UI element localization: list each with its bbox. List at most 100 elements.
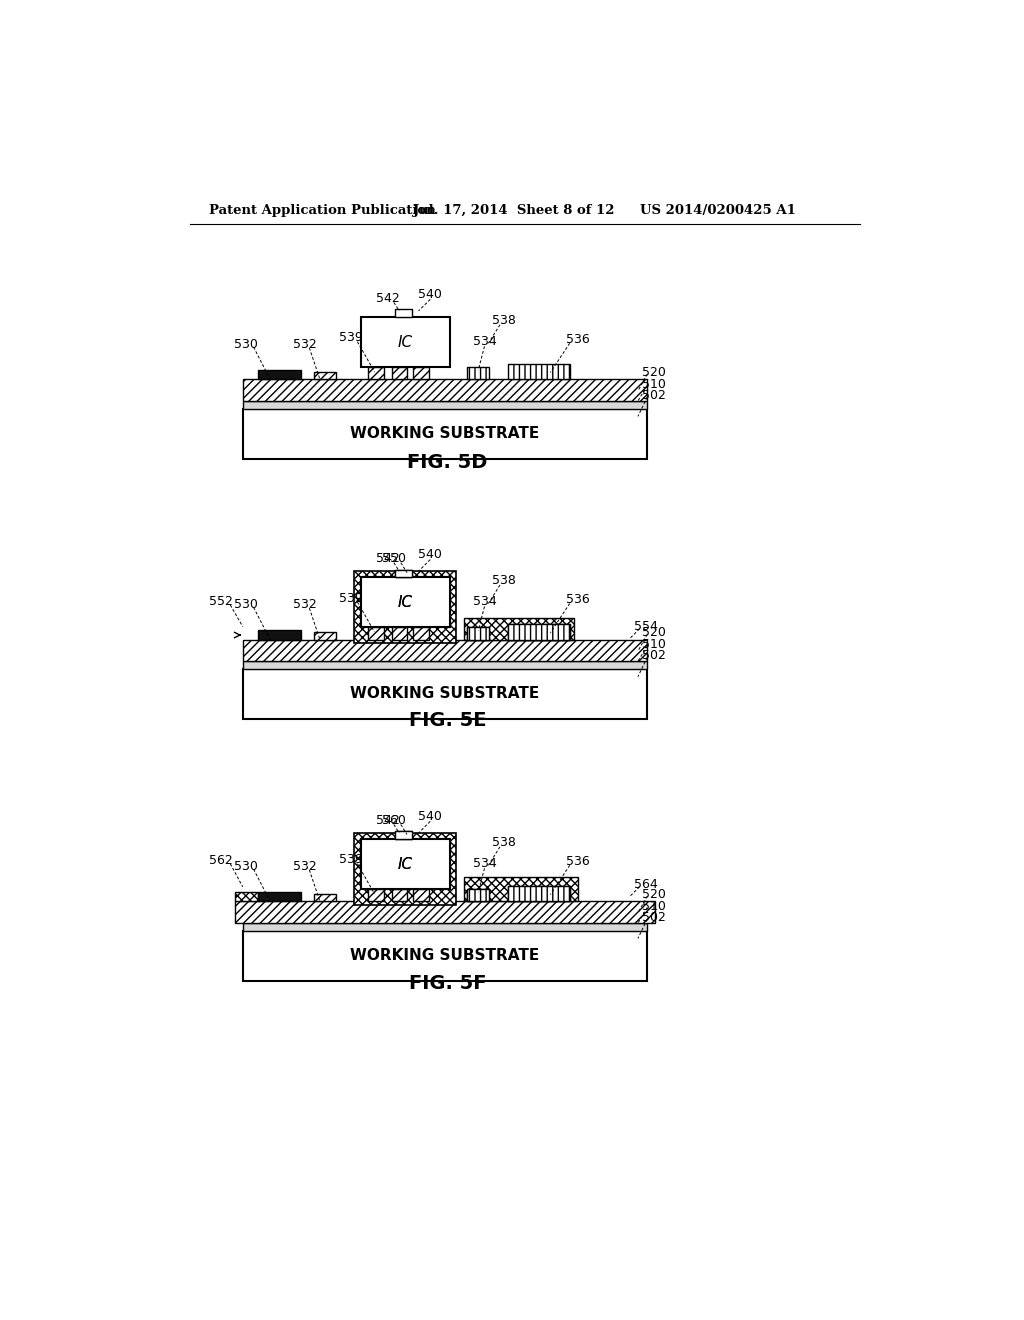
Bar xyxy=(414,367,429,379)
Bar xyxy=(467,627,489,640)
Bar xyxy=(243,379,647,401)
Text: 542: 542 xyxy=(376,292,399,305)
Text: 554: 554 xyxy=(634,620,657,634)
Text: 538: 538 xyxy=(492,314,516,326)
Bar xyxy=(314,894,336,902)
Text: Patent Application Publication: Patent Application Publication xyxy=(209,205,436,218)
Bar xyxy=(414,627,429,640)
Bar xyxy=(258,631,301,640)
Bar xyxy=(508,364,569,379)
Text: 510: 510 xyxy=(641,638,666,651)
Bar xyxy=(258,370,301,379)
Text: 538: 538 xyxy=(492,836,516,849)
Bar xyxy=(395,570,413,577)
Bar xyxy=(243,931,647,981)
Bar xyxy=(354,572,456,643)
Bar xyxy=(395,309,413,317)
Bar xyxy=(395,570,413,577)
Text: FIG. 5E: FIG. 5E xyxy=(409,711,486,730)
Bar xyxy=(360,840,450,890)
Text: 534: 534 xyxy=(473,335,497,348)
Bar xyxy=(243,409,647,459)
Text: 540: 540 xyxy=(419,810,442,824)
Text: 520: 520 xyxy=(641,888,666,902)
Text: WORKING SUBSTRATE: WORKING SUBSTRATE xyxy=(350,686,540,701)
Text: 534: 534 xyxy=(473,595,497,609)
Bar xyxy=(234,902,655,923)
Bar xyxy=(464,876,578,902)
Bar xyxy=(391,627,407,640)
Bar xyxy=(314,372,336,379)
Bar xyxy=(369,890,384,902)
Text: FIG. 5F: FIG. 5F xyxy=(409,974,486,994)
Text: 502: 502 xyxy=(641,911,666,924)
Bar xyxy=(467,627,489,640)
Text: 542: 542 xyxy=(376,814,399,828)
Text: US 2014/0200425 A1: US 2014/0200425 A1 xyxy=(640,205,796,218)
Bar xyxy=(508,624,569,640)
Text: 534: 534 xyxy=(473,857,497,870)
Bar xyxy=(467,890,489,902)
Text: 502: 502 xyxy=(641,649,666,663)
Text: 536: 536 xyxy=(565,593,590,606)
Bar xyxy=(243,401,647,409)
Bar xyxy=(258,892,301,902)
Text: 538: 538 xyxy=(492,574,516,587)
Bar xyxy=(391,367,407,379)
Text: 532: 532 xyxy=(293,861,316,874)
Text: 540: 540 xyxy=(419,548,442,561)
Bar xyxy=(391,890,407,902)
Bar xyxy=(360,317,450,367)
Text: IC: IC xyxy=(397,595,413,610)
Text: WORKING SUBSTRATE: WORKING SUBSTRATE xyxy=(350,948,540,964)
Text: Jul. 17, 2014  Sheet 8 of 12: Jul. 17, 2014 Sheet 8 of 12 xyxy=(414,205,614,218)
Bar xyxy=(314,632,336,640)
Text: IC: IC xyxy=(397,334,413,350)
Bar xyxy=(243,669,647,719)
Text: IC: IC xyxy=(397,595,413,610)
Bar xyxy=(395,832,413,840)
Bar xyxy=(243,661,647,669)
Bar xyxy=(467,890,489,902)
Bar xyxy=(369,627,384,640)
Text: 562: 562 xyxy=(209,854,232,867)
Bar xyxy=(234,892,258,902)
Text: IC: IC xyxy=(397,857,413,871)
Text: 564: 564 xyxy=(634,878,657,891)
Bar xyxy=(508,886,569,902)
Bar xyxy=(243,640,647,661)
Bar xyxy=(467,367,489,379)
Text: FIG. 5D: FIG. 5D xyxy=(408,453,487,473)
Text: 502: 502 xyxy=(641,389,666,403)
Text: 530: 530 xyxy=(233,861,258,874)
Text: IC: IC xyxy=(397,857,413,871)
Bar xyxy=(464,618,573,640)
Text: 550: 550 xyxy=(382,552,406,565)
Text: 536: 536 xyxy=(565,333,590,346)
Bar xyxy=(508,886,569,902)
Text: 520: 520 xyxy=(641,366,666,379)
Text: WORKING SUBSTRATE: WORKING SUBSTRATE xyxy=(350,426,540,441)
Bar xyxy=(360,577,450,627)
Bar xyxy=(354,833,456,904)
Bar xyxy=(369,367,384,379)
Text: 540: 540 xyxy=(419,288,442,301)
Bar xyxy=(395,832,413,840)
Bar xyxy=(243,923,647,931)
Text: 542: 542 xyxy=(376,552,399,565)
Text: 560: 560 xyxy=(382,814,406,828)
Text: 510: 510 xyxy=(641,378,666,391)
Bar xyxy=(414,890,429,902)
Text: 532: 532 xyxy=(293,338,316,351)
Text: 530: 530 xyxy=(233,598,258,611)
Text: 536: 536 xyxy=(565,855,590,869)
Text: 539: 539 xyxy=(339,591,364,605)
Bar xyxy=(360,840,450,890)
Bar xyxy=(508,624,569,640)
Text: 510: 510 xyxy=(641,899,666,912)
Text: 539: 539 xyxy=(339,331,364,345)
Bar xyxy=(360,577,450,627)
Text: 539: 539 xyxy=(339,853,364,866)
Text: 532: 532 xyxy=(293,598,316,611)
Text: 530: 530 xyxy=(233,338,258,351)
